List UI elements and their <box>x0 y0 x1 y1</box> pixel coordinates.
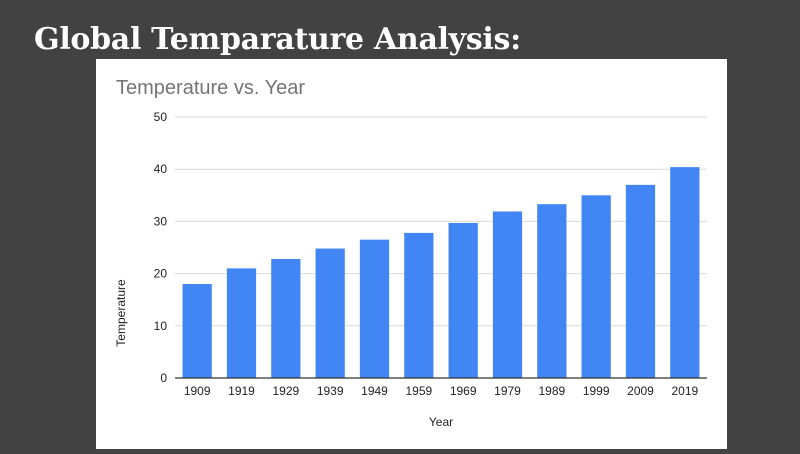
x-tick-label: 1989 <box>538 384 565 398</box>
bars <box>182 167 700 378</box>
bar-1939 <box>315 248 345 378</box>
x-tick-label: 2009 <box>627 384 654 398</box>
bar-1989 <box>537 204 567 378</box>
x-tick-label: 1949 <box>361 384 388 398</box>
bar-1909 <box>182 284 212 378</box>
x-tick-labels: 1909 1919 1929 1939 1949 1959 1969 1979 1989 1999… <box>184 384 699 398</box>
y-axis-title: Temperature <box>114 279 128 347</box>
x-tick-label: 1979 <box>494 384 521 398</box>
y-tick-label: 0 <box>160 371 167 385</box>
y-tick-label: 20 <box>154 267 168 281</box>
bar-2019 <box>670 167 700 378</box>
bar-1979 <box>492 211 523 378</box>
y-tick-label: 10 <box>154 319 168 333</box>
bar-1999 <box>581 195 611 378</box>
chart-card: Temperature vs. Year 0 10 20 30 40 50 1909 191… <box>96 59 727 449</box>
x-tick-label: 1969 <box>450 384 477 398</box>
bar-2009 <box>625 184 656 378</box>
x-tick-label: 1929 <box>272 384 299 398</box>
gridlines <box>175 116 707 327</box>
x-tick-label: 2019 <box>671 384 698 398</box>
x-tick-label: 1959 <box>405 384 432 398</box>
y-tick-label: 30 <box>154 214 168 228</box>
chart-title: Temperature vs. Year <box>116 77 305 99</box>
y-tick-label: 50 <box>154 110 168 124</box>
y-tick-labels: 0 10 20 30 40 50 <box>154 110 168 385</box>
bar-1949 <box>359 239 390 378</box>
bar-1969 <box>448 222 478 378</box>
x-axis-title: Year <box>429 415 453 429</box>
x-tick-label: 1909 <box>184 384 211 398</box>
bar-chart: Temperature vs. Year 0 10 20 30 40 50 1909 191… <box>114 77 707 429</box>
bar-1959 <box>404 232 434 378</box>
x-tick-label: 1999 <box>583 384 610 398</box>
slide-title: Global Temparature Analysis: <box>34 22 521 57</box>
x-tick-label: 1919 <box>228 384 255 398</box>
bar-1919 <box>226 268 257 378</box>
y-tick-label: 40 <box>154 162 168 176</box>
bar-1929 <box>271 258 301 378</box>
x-tick-label: 1939 <box>317 384 344 398</box>
